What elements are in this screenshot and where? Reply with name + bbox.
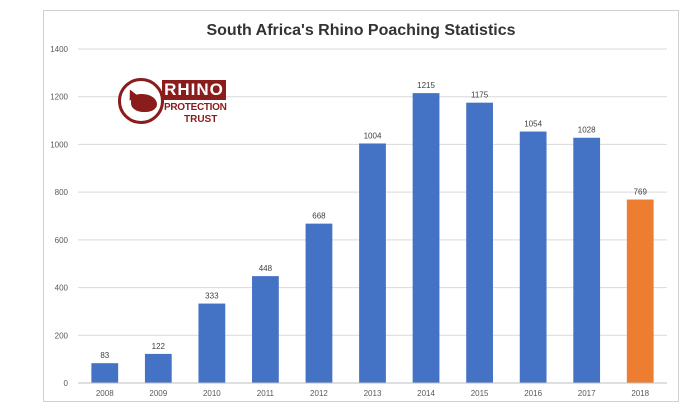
y-tick-label: 200 — [55, 331, 69, 340]
x-tick-label: 2013 — [364, 389, 382, 398]
data-label: 83 — [100, 351, 109, 360]
data-label: 1004 — [364, 131, 382, 140]
bar-2013 — [359, 143, 386, 383]
bar-2009 — [144, 353, 172, 383]
x-tick-label: 2012 — [310, 389, 328, 398]
x-tick-label: 2017 — [578, 389, 596, 398]
data-label: 122 — [152, 342, 166, 351]
data-label: 668 — [312, 212, 326, 221]
x-tick-label: 2008 — [96, 389, 114, 398]
bar-2018 — [626, 199, 654, 383]
chart-title: South Africa's Rhino Poaching Statistics — [206, 22, 516, 39]
logo-line-1: PROTECTION — [164, 102, 227, 113]
data-label: 1028 — [578, 126, 596, 135]
x-tick-label: 2015 — [471, 389, 489, 398]
logo-word: RHINO — [162, 80, 226, 100]
data-label: 769 — [634, 188, 648, 197]
bar-2011 — [252, 276, 279, 383]
x-tick-label: 2018 — [631, 389, 649, 398]
y-tick-label: 1200 — [50, 93, 68, 102]
bar-2015 — [466, 102, 493, 383]
x-tick-label: 2010 — [203, 389, 221, 398]
rhino-emblem-icon — [118, 78, 164, 124]
bar-2012 — [305, 223, 333, 383]
data-label: 448 — [259, 264, 273, 273]
y-tick-label: 1000 — [50, 140, 68, 149]
data-label: 1175 — [471, 91, 489, 100]
bar-2014 — [412, 93, 440, 383]
y-tick-label: 1400 — [50, 45, 68, 54]
x-tick-label: 2009 — [149, 389, 167, 398]
bar-2008 — [91, 363, 119, 383]
y-tick-label: 400 — [55, 284, 69, 293]
x-tick-label: 2016 — [524, 389, 542, 398]
rhino-protection-trust-logo: RHINO PROTECTION TRUST — [118, 78, 230, 130]
bar-2017 — [573, 137, 601, 383]
y-tick-label: 600 — [55, 236, 69, 245]
bar-2016 — [519, 131, 547, 383]
data-label: 333 — [205, 292, 219, 301]
y-tick-label: 800 — [55, 188, 69, 197]
x-tick-label: 2014 — [417, 389, 435, 398]
bar-2010 — [198, 303, 226, 383]
y-tick-label: 0 — [64, 379, 69, 388]
data-label: 1215 — [417, 81, 435, 90]
data-label: 1054 — [524, 120, 542, 129]
x-tick-label: 2011 — [257, 389, 275, 398]
logo-line-2: TRUST — [184, 114, 218, 125]
